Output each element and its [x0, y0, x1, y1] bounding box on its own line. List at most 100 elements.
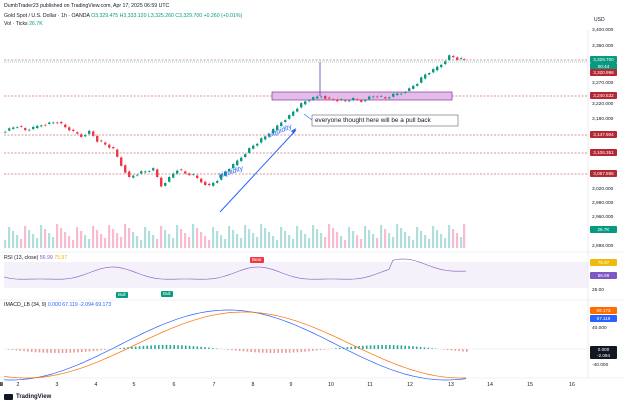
macd-legend[interactable]: IMACD_LB (34, 9) 0.000 67.119 -2.094 69.… [4, 302, 111, 308]
rsi-value-2: 75.97 [54, 255, 68, 261]
macd-histogram-bar [30, 349, 33, 352]
candle-body [412, 85, 415, 89]
candle-body [112, 147, 115, 149]
volume-bar [463, 224, 466, 248]
macd-histogram-bar [131, 346, 133, 349]
macd-histogram-bar [261, 349, 264, 353]
price-tag: 00:44 [590, 62, 617, 70]
macd-histogram-bar [315, 349, 318, 351]
macd-histogram-bar [192, 346, 195, 349]
macd-histogram-bar [204, 347, 206, 349]
macd-histogram-bar [208, 347, 210, 349]
macd-histogram-bar [335, 348, 337, 349]
macd-histogram-bar [238, 349, 241, 352]
macd-histogram-bar [235, 349, 237, 351]
volume-bar [104, 238, 107, 248]
macd-line [3, 309, 467, 381]
bull-signal-tag-1: Bull [116, 292, 128, 298]
candle-body [404, 92, 407, 94]
volume-bar [212, 227, 215, 248]
bull-signal-tag-2: Bull [161, 291, 173, 297]
rsi-band [4, 262, 588, 288]
candle-body [136, 174, 139, 176]
time-tick-label: 10 [328, 382, 334, 388]
macd-histogram-bar [462, 349, 464, 352]
candle-body [228, 168, 231, 172]
macd-histogram-bar [323, 349, 326, 350]
volume-bar [288, 235, 291, 248]
candle-body [4, 131, 7, 133]
volume-bar [64, 232, 67, 248]
time-tick-label: 8 [251, 382, 255, 388]
volume-bar [400, 228, 403, 248]
rsi-legend[interactable]: RSI (13, close) 56.99 75.97 [4, 255, 68, 261]
symbol-line[interactable]: Gold Spot / U.S. Dollar · 1h · OANDA O3,… [4, 13, 243, 19]
candle-body [208, 183, 211, 186]
volume-bar [320, 233, 323, 248]
candle-body [368, 96, 371, 100]
volume-bar [408, 236, 411, 248]
candle-body [192, 174, 195, 176]
volume-bar [420, 231, 423, 248]
volume-legend[interactable]: Vol · Ticks 26.7K [4, 21, 43, 27]
candle-body [372, 96, 375, 98]
volume-bar [100, 234, 103, 248]
candle-body [376, 96, 379, 98]
macd-histogram-bar [277, 349, 279, 353]
macd-histogram-bar [412, 346, 414, 349]
macd-histogram-bar [389, 345, 391, 349]
macd-histogram-bar [231, 349, 233, 351]
volume-bar [448, 225, 451, 248]
volume-bar [244, 225, 247, 248]
candle-body [452, 55, 455, 58]
volume-bar [136, 236, 139, 248]
candle-body [188, 173, 191, 176]
macd-histogram-bar [142, 345, 145, 349]
candle-body [132, 175, 135, 178]
rsi-value: 56.99 [39, 255, 53, 261]
volume-bar [296, 226, 299, 248]
macd-histogram-bar [188, 345, 191, 349]
macd-histogram-bar [254, 349, 256, 353]
volume-bar [252, 233, 255, 248]
price-tag: 3,240.532 [590, 91, 617, 99]
macd-histogram-bar [450, 349, 453, 351]
macd-histogram-bar [300, 349, 303, 352]
macd-histogram-bar [431, 348, 433, 349]
volume-bar [172, 238, 175, 248]
ohlc-values: O3,329.475 H3,333.120 L3,325.260 C3,329.… [91, 13, 243, 19]
macd-histogram-bar [400, 345, 403, 349]
candle-body [176, 170, 179, 174]
macd-histogram-bar [123, 347, 125, 349]
volume-bar [336, 232, 339, 248]
macd-histogram-bar [73, 349, 75, 353]
volume-bar [444, 238, 447, 248]
note-arrow [303, 113, 313, 121]
candle-body [448, 55, 451, 60]
macd-histogram-bar [273, 349, 276, 353]
volume-bar [32, 234, 35, 248]
volume-bar [4, 240, 7, 248]
volume-bar [440, 234, 443, 248]
macd-histogram-bar [404, 345, 406, 349]
macd-histogram-bar [246, 349, 249, 352]
tradingview-brand[interactable]: TradingView [4, 394, 51, 400]
candle-body [276, 125, 279, 131]
tradingview-logo-icon [4, 394, 13, 400]
time-tick-label: 7 [212, 382, 216, 388]
volume-bar [12, 231, 15, 248]
macd-histogram-bar [150, 345, 152, 349]
candle-body [156, 169, 159, 177]
volume-bar [60, 228, 63, 248]
volume-bar [428, 239, 431, 248]
volume-bar [188, 237, 191, 248]
candle-body [164, 182, 167, 186]
volume-bar [332, 228, 335, 248]
candle-body [296, 108, 299, 112]
volume-bar [304, 234, 307, 248]
candle-body [172, 173, 175, 178]
volume-bar [160, 226, 163, 248]
macd-histogram-bar [319, 349, 322, 351]
volume-bar [308, 238, 311, 248]
